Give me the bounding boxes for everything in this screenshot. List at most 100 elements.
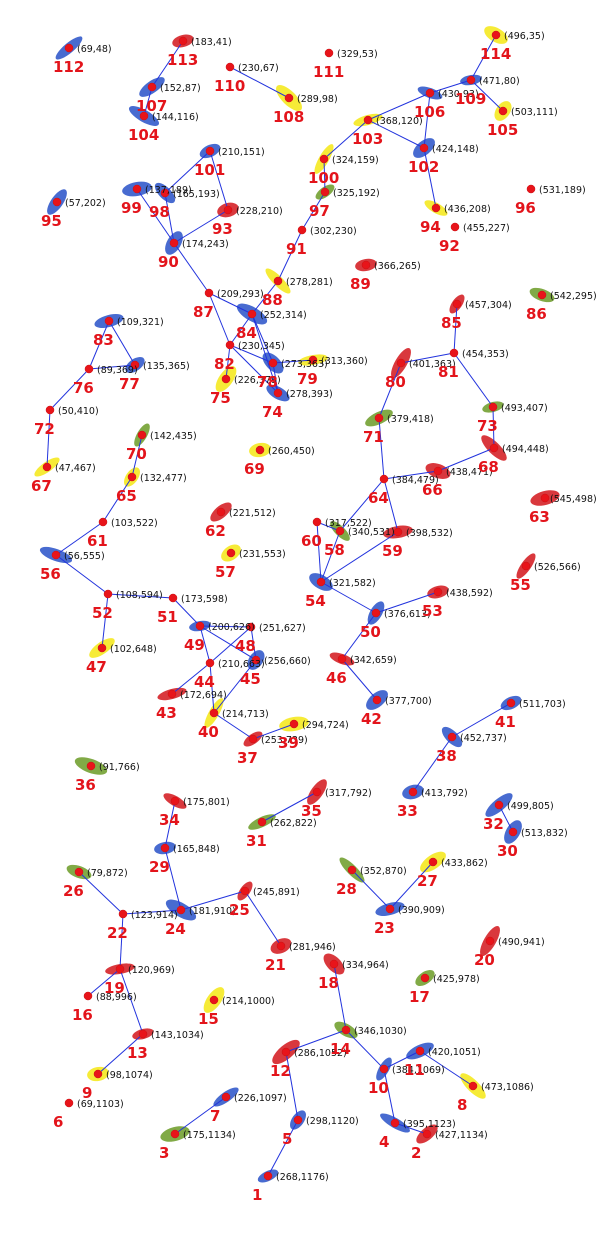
coord-label-45: (256,660): [264, 656, 311, 667]
node-number-36: 36: [75, 776, 96, 794]
edge-24-25: [180, 890, 246, 911]
edge-100-97: [323, 158, 326, 193]
coord-label-41: (511,703): [519, 699, 566, 710]
edge-101-98: [164, 150, 211, 194]
point-80: [396, 358, 406, 368]
point-88: [273, 276, 283, 286]
node-number-107: 107: [136, 97, 167, 115]
node-number-57: 57: [215, 563, 236, 581]
edge-106-103: [367, 92, 431, 121]
coord-label-9: (98,1074): [106, 1070, 153, 1081]
node-number-110: 110: [214, 77, 245, 95]
point-16: [83, 991, 93, 1001]
node-number-62: 62: [205, 522, 226, 540]
coord-label-54: (321,582): [329, 578, 376, 589]
node-number-73: 73: [477, 417, 498, 435]
coord-label-1: (268,1176): [276, 1172, 329, 1183]
point-22: [118, 909, 128, 919]
edge-81-73: [453, 352, 494, 408]
point-35: [312, 787, 322, 797]
coord-label-113: (183,41): [191, 37, 232, 48]
edge-44-43: [171, 662, 211, 695]
point-71: [374, 413, 384, 423]
edge-4-2: [394, 1122, 428, 1135]
edge-98-90: [164, 192, 175, 244]
point-24: [176, 905, 186, 915]
point-82: [225, 340, 235, 350]
coord-label-87: (209,293): [217, 289, 264, 300]
coord-label-71: (379,418): [387, 414, 434, 425]
point-98: [160, 188, 170, 198]
coord-label-66: (438,471): [446, 467, 493, 478]
coord-label-24: (181,910): [189, 906, 236, 917]
edge-35-31: [261, 791, 318, 823]
coord-label-94: (436,208): [444, 204, 491, 215]
node-number-30: 30: [497, 842, 518, 860]
coord-label-96: (531,189): [539, 185, 586, 196]
node-number-33: 33: [397, 802, 418, 820]
point-85: [452, 299, 462, 309]
node-number-44: 44: [194, 673, 215, 691]
node-number-3: 3: [159, 1144, 169, 1162]
coord-label-26: (79,872): [87, 868, 128, 879]
node-number-103: 103: [352, 130, 383, 148]
node-number-31: 31: [246, 832, 267, 850]
edge-64-58: [339, 478, 385, 532]
coord-label-7: (226,1097): [234, 1093, 287, 1104]
node-number-51: 51: [157, 608, 178, 626]
point-111: [324, 48, 334, 58]
node-number-108: 108: [273, 108, 304, 126]
coord-label-21: (281,946): [289, 942, 336, 953]
edge-72-67: [46, 409, 51, 468]
coord-label-70: (142,435): [150, 431, 197, 442]
node-number-12: 12: [270, 1062, 291, 1080]
point-12: [281, 1047, 291, 1057]
node-number-112: 112: [53, 58, 84, 76]
node-number-75: 75: [210, 389, 231, 407]
edge-19-13: [119, 968, 144, 1035]
coord-label-110: (230,67): [238, 63, 279, 74]
point-1: [263, 1171, 273, 1181]
edge-60-54: [316, 521, 322, 583]
point-49: [195, 621, 205, 631]
coord-label-31: (262,822): [270, 818, 317, 829]
point-29: [160, 843, 170, 853]
node-number-43: 43: [156, 704, 177, 722]
coord-label-103: (368,120): [376, 116, 423, 127]
node-number-96: 96: [515, 199, 536, 217]
node-number-104: 104: [128, 126, 159, 144]
coord-label-15: (214,1000): [222, 996, 275, 1007]
node-number-11: 11: [404, 1061, 425, 1079]
node-number-66: 66: [422, 481, 443, 499]
node-number-114: 114: [480, 45, 511, 63]
coord-label-72: (50,410): [58, 406, 99, 417]
point-50: [371, 608, 381, 618]
node-number-67: 67: [31, 477, 52, 495]
node-number-91: 91: [286, 240, 307, 258]
node-number-1: 1: [252, 1186, 262, 1204]
edge-7-3: [174, 1096, 227, 1135]
point-109: [466, 75, 476, 85]
edge-76-72: [49, 368, 90, 411]
edge-88-84: [251, 280, 279, 315]
edge-76-77: [88, 364, 136, 370]
node-number-93: 93: [212, 220, 233, 238]
edge-54-50: [320, 581, 377, 614]
edge-82-78: [229, 344, 274, 364]
edge-48-45: [250, 626, 257, 661]
node-number-4: 4: [379, 1133, 389, 1151]
node-number-79: 79: [297, 370, 318, 388]
edge-38-33: [412, 736, 453, 793]
node-number-18: 18: [318, 974, 339, 992]
coord-label-73: (493,407): [501, 403, 548, 414]
node-number-64: 64: [368, 489, 389, 507]
coord-label-58: (340,531): [348, 527, 395, 538]
point-8: [468, 1081, 478, 1091]
coord-label-69: (260,450): [268, 446, 315, 457]
edge-58-54: [320, 530, 341, 583]
point-62: [216, 507, 226, 517]
coord-label-86: (542,295): [550, 291, 597, 302]
node-number-5: 5: [282, 1130, 292, 1148]
point-38: [447, 732, 457, 742]
edge-34-29: [164, 800, 176, 849]
